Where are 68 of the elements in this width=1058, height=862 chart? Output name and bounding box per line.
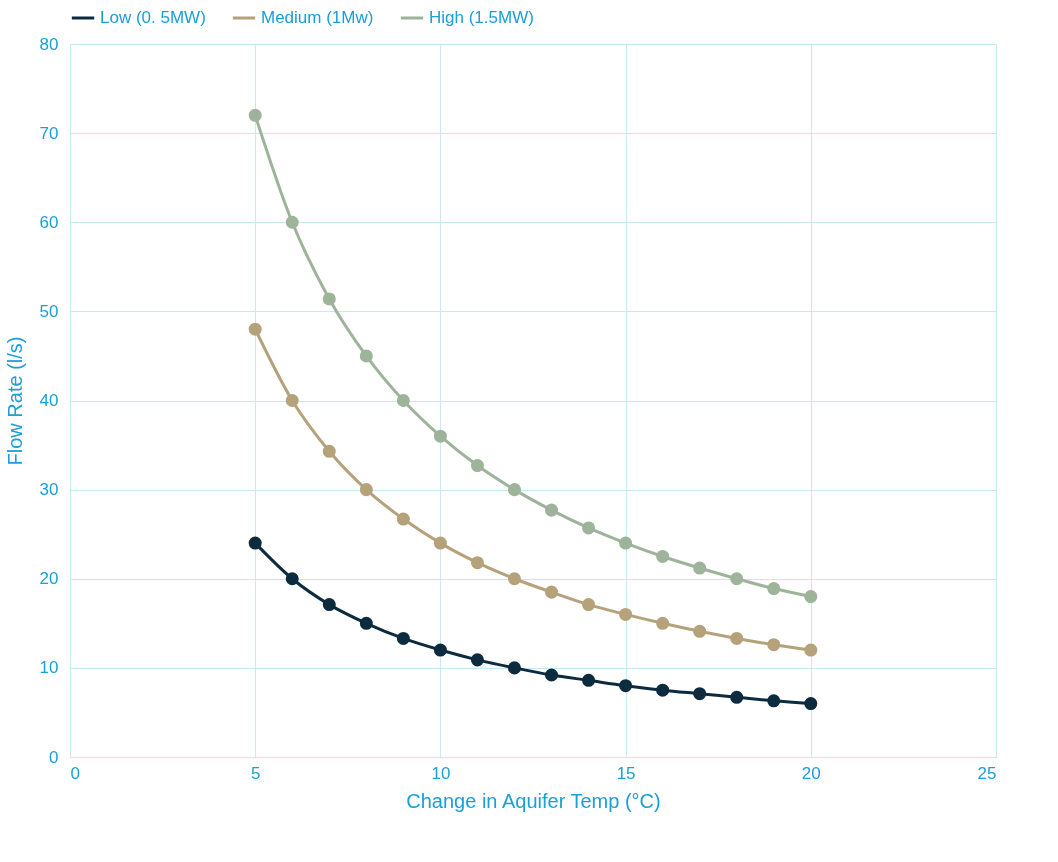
point xyxy=(433,429,447,443)
x-tick-label: 5 xyxy=(250,763,261,783)
point xyxy=(693,687,707,701)
point xyxy=(433,536,447,550)
x-tick-label: 10 xyxy=(431,763,451,783)
point xyxy=(545,585,559,599)
point xyxy=(248,536,262,550)
point xyxy=(730,690,744,704)
y-tick-label: 10 xyxy=(39,658,59,678)
point xyxy=(322,292,336,306)
legend-label: Medium (1Mw) xyxy=(261,8,374,27)
point xyxy=(767,638,781,652)
point xyxy=(582,598,596,612)
point xyxy=(396,631,410,645)
point xyxy=(693,561,707,575)
point xyxy=(359,349,373,363)
point xyxy=(285,393,299,408)
point xyxy=(582,521,596,535)
point xyxy=(656,616,670,630)
y-axis-title: Flow Rate (l/s) xyxy=(3,336,26,466)
y-tick-label: 70 xyxy=(39,123,59,143)
point xyxy=(248,108,262,122)
point xyxy=(619,607,633,621)
point xyxy=(730,631,744,645)
y-tick-label: 40 xyxy=(39,391,59,410)
point xyxy=(359,483,373,497)
point xyxy=(804,697,818,711)
point xyxy=(322,444,336,458)
point xyxy=(359,616,373,630)
point xyxy=(804,643,818,657)
legend-label: Low (0. 5MW) xyxy=(100,8,206,27)
y-tick-label: 80 xyxy=(39,34,59,54)
y-tick-label: 60 xyxy=(39,212,59,232)
point xyxy=(322,598,336,612)
x-axis-title: Change in Aquifer Temp (°C) xyxy=(406,789,661,812)
point xyxy=(545,503,559,517)
point xyxy=(582,673,596,687)
point xyxy=(693,624,707,638)
point xyxy=(656,549,670,563)
point xyxy=(804,590,818,604)
point xyxy=(619,536,633,550)
y-tick-label: 0 xyxy=(49,747,59,767)
point xyxy=(248,322,262,336)
point xyxy=(470,653,484,667)
point xyxy=(507,572,521,586)
point xyxy=(507,483,521,497)
x-tick-label: 25 xyxy=(977,763,997,783)
point xyxy=(433,643,447,657)
x-tick-label: 15 xyxy=(616,763,636,783)
y-tick-label: 30 xyxy=(39,480,59,500)
y-tick-label: 20 xyxy=(39,569,59,589)
point xyxy=(619,679,633,693)
point xyxy=(507,661,521,675)
point xyxy=(470,459,484,473)
point xyxy=(656,683,670,697)
point xyxy=(285,215,299,229)
point xyxy=(470,556,484,570)
point xyxy=(767,582,781,596)
point xyxy=(767,694,781,708)
point xyxy=(396,512,410,526)
point xyxy=(545,668,559,682)
point xyxy=(730,572,744,586)
point xyxy=(285,572,299,586)
x-tick-label: 20 xyxy=(801,763,821,783)
x-tick-label: 0 xyxy=(70,763,80,783)
legend-label: High (1.5MW) xyxy=(429,8,534,27)
y-tick-label: 50 xyxy=(39,301,59,321)
point xyxy=(396,393,410,408)
